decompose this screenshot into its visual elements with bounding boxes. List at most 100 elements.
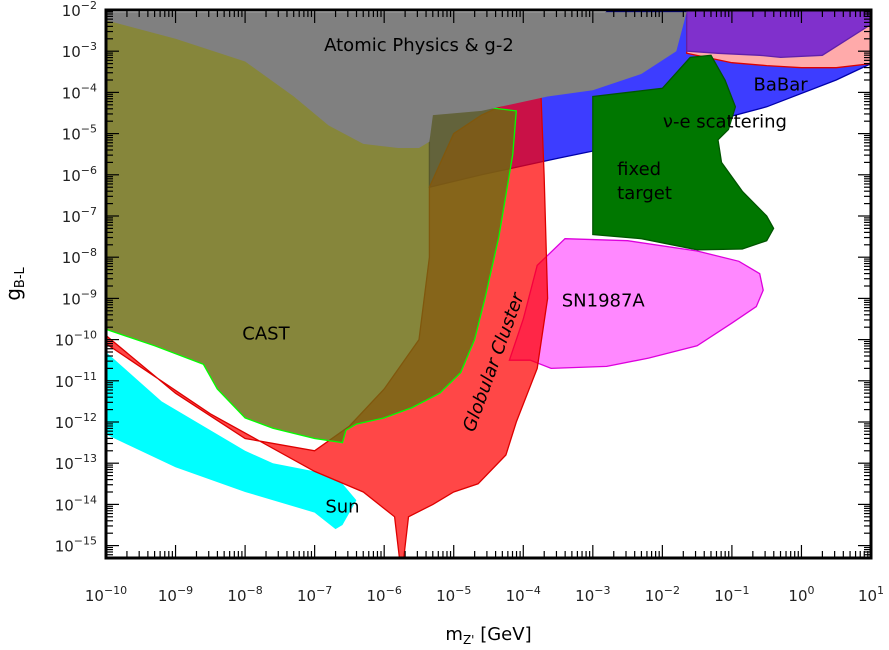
x-tick-label: 10−3: [575, 584, 610, 605]
x-tick-label: 10−5: [436, 584, 471, 605]
tick-exponent: −3: [81, 40, 97, 53]
tick-exponent: 1: [877, 584, 884, 597]
y-tick-label: 10−11: [55, 370, 97, 391]
region-labels: Sun ν-e scattering BaBar fixed target SN1987A…: [242, 35, 808, 517]
x-axis-subscript: Z': [463, 633, 475, 647]
tick-base: 10: [85, 587, 104, 605]
x-tick-label: 101: [858, 584, 884, 605]
tick-exponent: −7: [81, 205, 97, 218]
y-tick-label: 10−12: [55, 411, 97, 432]
region-label-cast: CAST: [242, 324, 290, 345]
tick-base: 10: [55, 538, 74, 556]
region-label-line-2: target: [617, 183, 672, 204]
tick-base: 10: [62, 167, 81, 185]
tick-base: 10: [645, 587, 664, 605]
x-tick-label: 100: [788, 584, 814, 605]
tick-base: 10: [158, 587, 177, 605]
tick-base: 10: [62, 208, 81, 226]
y-tick-label: 10−3: [62, 40, 97, 61]
x-axis-unit: [GeV]: [474, 624, 531, 645]
region-label-fixed-target: fixed target: [617, 159, 672, 204]
x-tick-label: 10−2: [645, 584, 680, 605]
region-label-line: CAST: [242, 324, 290, 345]
y-tick-label: 10−2: [62, 0, 97, 20]
y-axis-subscript: B-L: [13, 266, 28, 288]
tick-exponent: −4: [81, 81, 97, 94]
region-label-atomic-physics: Atomic Physics & g-2: [324, 35, 514, 56]
tick-exponent: −7: [316, 584, 332, 597]
region-dark-purple: [686, 10, 871, 59]
tick-base: 10: [62, 290, 81, 308]
tick-exponent: −13: [74, 452, 97, 465]
tick-base: 10: [506, 587, 525, 605]
tick-exponent: −5: [455, 584, 471, 597]
y-tick-label: 10−15: [55, 535, 97, 556]
region-label-line: Atomic Physics & g-2: [324, 35, 514, 56]
y-tick-label: 10−4: [62, 81, 97, 102]
region-label-line: BaBar: [754, 74, 809, 95]
tick-base: 10: [788, 587, 807, 605]
region-fixed-target: [592, 54, 775, 251]
tick-base: 10: [62, 2, 81, 20]
x-tick-label: 10−4: [506, 584, 541, 605]
region-label-sun: Sun: [325, 497, 359, 518]
y-tick-label: 10−9: [62, 287, 97, 308]
tick-exponent: −8: [81, 246, 97, 259]
region-label-line: ν-e scattering: [663, 111, 787, 132]
region-atomic-physics: [106, 12, 687, 148]
y-tick-label: 10−5: [62, 123, 97, 144]
region-label-nu-e-scattering: ν-e scattering: [663, 111, 787, 132]
tick-exponent: −9: [81, 287, 97, 300]
tick-base: 10: [367, 587, 386, 605]
tick-base: 10: [575, 587, 594, 605]
region-label-line: fixed: [617, 159, 661, 180]
tick-exponent: 0: [808, 584, 815, 597]
y-tick-label: 10−14: [55, 493, 97, 514]
x-axis-symbol: m: [445, 624, 463, 645]
y-tick-label: 10−8: [62, 246, 97, 267]
tick-exponent: −14: [74, 493, 97, 506]
x-tick-label: 10−7: [297, 584, 332, 605]
tick-base: 10: [297, 587, 316, 605]
tick-base: 10: [436, 587, 455, 605]
region-label-line: SN1987A: [562, 291, 646, 312]
y-axis-title: gB-L: [1, 266, 28, 300]
tick-exponent: −3: [594, 584, 610, 597]
tick-exponent: −6: [386, 584, 402, 597]
tick-exponent: −10: [104, 584, 127, 597]
x-axis-title: mZ' [GeV]: [445, 624, 531, 647]
tick-exponent: −15: [74, 535, 97, 548]
tick-exponent: −9: [177, 584, 193, 597]
region-sun: [106, 339, 357, 530]
tick-exponent: −2: [81, 0, 97, 12]
tick-exponent: −2: [664, 584, 680, 597]
y-tick-label: 10−6: [62, 164, 97, 185]
x-tick-label: 10−1: [714, 584, 749, 605]
y-axis-symbol: g: [1, 288, 25, 301]
x-tick-label: 10−6: [367, 584, 402, 605]
x-tick-label: 10−9: [158, 584, 193, 605]
x-tick-label: 10−10: [85, 584, 127, 605]
tick-base: 10: [62, 43, 81, 61]
tick-base: 10: [62, 126, 81, 144]
tick-base: 10: [55, 373, 74, 391]
tick-base: 10: [55, 455, 74, 473]
tick-base: 10: [55, 414, 74, 432]
tick-exponent: −5: [81, 123, 97, 136]
region-label-line: Sun: [325, 497, 359, 518]
exclusion-regions: [106, 10, 871, 558]
tick-exponent: −8: [247, 584, 263, 597]
tick-base: 10: [55, 496, 74, 514]
axis-ticks: 10−10 10−9 10−8 10−7 10−6 10−5 10−4 10−3 10−2 10−…: [55, 0, 884, 605]
region-label-babar: BaBar: [754, 74, 809, 95]
tick-base: 10: [227, 587, 246, 605]
tick-base: 10: [62, 84, 81, 102]
x-tick-label: 10−8: [227, 584, 262, 605]
y-tick-label: 10−13: [55, 452, 97, 473]
tick-exponent: −1: [733, 584, 749, 597]
region-label-sn1987a: SN1987A: [562, 291, 646, 312]
tick-exponent: −11: [74, 370, 97, 383]
plot-frame: [104, 8, 873, 560]
tick-exponent: −12: [74, 411, 97, 424]
